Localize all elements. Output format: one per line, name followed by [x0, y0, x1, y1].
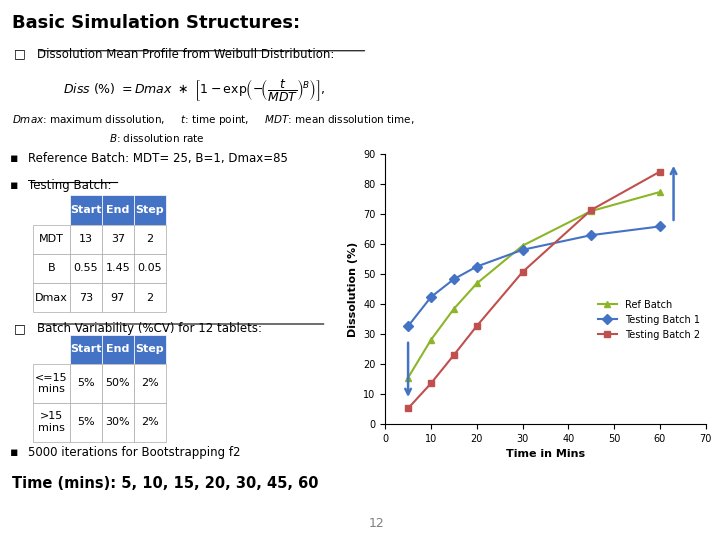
- Text: Time (mins): 5, 10, 15, 20, 30, 45, 60: Time (mins): 5, 10, 15, 20, 30, 45, 60: [12, 476, 318, 491]
- Testing Batch 2: [404, 405, 413, 411]
- Bar: [134, 335, 166, 364]
- Text: 2: 2: [146, 234, 153, 244]
- Text: Batch Variability (%CV) for 12 tablets:: Batch Variability (%CV) for 12 tablets:: [37, 322, 262, 335]
- Bar: [70, 254, 102, 283]
- X-axis label: Time in Mins: Time in Mins: [506, 449, 585, 459]
- Text: Start: Start: [70, 345, 102, 354]
- Bar: [102, 283, 134, 312]
- Bar: [102, 225, 134, 254]
- Testing Batch 1: [449, 276, 458, 282]
- Bar: [70, 403, 102, 442]
- Text: Step: Step: [135, 345, 164, 354]
- Line: Ref Batch: Ref Batch: [405, 188, 663, 381]
- Bar: [134, 254, 166, 283]
- Text: 5000 iterations for Bootstrapping f2: 5000 iterations for Bootstrapping f2: [28, 446, 240, 459]
- Bar: [102, 254, 134, 283]
- Text: ▪: ▪: [10, 179, 18, 192]
- Ref Batch: [404, 374, 413, 381]
- Bar: [70, 283, 102, 312]
- Bar: [33, 335, 70, 364]
- Text: Dissolution Mean Profile from Weibull Distribution:: Dissolution Mean Profile from Weibull Di…: [37, 48, 334, 60]
- Bar: [33, 195, 70, 225]
- Bar: [33, 364, 70, 403]
- Testing Batch 2: [427, 380, 436, 387]
- Bar: [70, 225, 102, 254]
- Text: ▪: ▪: [10, 446, 18, 459]
- Bar: [102, 403, 134, 442]
- Text: □: □: [14, 48, 25, 60]
- Text: $\mathit{Dmax}$: maximum dissolution,     $\mathit{t}$: time point,     $\mathit: $\mathit{Dmax}$: maximum dissolution, $\…: [12, 113, 414, 127]
- Bar: [102, 364, 134, 403]
- Bar: [134, 195, 166, 225]
- Testing Batch 1: [404, 323, 413, 329]
- Text: $\mathit{B}$: dissolution rate: $\mathit{B}$: dissolution rate: [109, 132, 204, 144]
- Text: 0.05: 0.05: [138, 264, 162, 273]
- Text: $\mathit{Diss}$ (%) $= \mathit{Dmax}\ \ast\ \left[1 - \exp\!\left(-\!\left(\dfra: $\mathit{Diss}$ (%) $= \mathit{Dmax}\ \a…: [63, 77, 325, 103]
- Testing Batch 2: [518, 269, 527, 275]
- Text: 13: 13: [79, 234, 93, 244]
- Testing Batch 1: [518, 247, 527, 253]
- Bar: [70, 195, 102, 225]
- Text: B: B: [48, 264, 55, 273]
- Bar: [70, 335, 102, 364]
- Text: 0.55: 0.55: [73, 264, 98, 273]
- Testing Batch 1: [472, 264, 481, 270]
- Text: 97: 97: [111, 293, 125, 302]
- Ref Batch: [655, 189, 664, 195]
- Testing Batch 1: [655, 223, 664, 230]
- Text: End: End: [106, 345, 130, 354]
- Testing Batch 1: [427, 294, 436, 300]
- Testing Batch 2: [587, 207, 595, 213]
- Bar: [33, 283, 70, 312]
- Text: 12: 12: [369, 517, 385, 530]
- Testing Batch 2: [655, 168, 664, 175]
- Legend: Ref Batch, Testing Batch 1, Testing Batch 2: Ref Batch, Testing Batch 1, Testing Batc…: [594, 296, 704, 343]
- Text: 1.45: 1.45: [105, 264, 130, 273]
- Text: <=15
mins: <=15 mins: [35, 373, 68, 394]
- Text: Start: Start: [70, 205, 102, 215]
- Bar: [70, 364, 102, 403]
- Text: 2: 2: [146, 293, 153, 302]
- Text: 73: 73: [79, 293, 93, 302]
- Bar: [134, 403, 166, 442]
- Text: Basic Simulation Structures:: Basic Simulation Structures:: [12, 14, 300, 31]
- Text: End: End: [106, 205, 130, 215]
- Text: >15
mins: >15 mins: [38, 411, 65, 433]
- Ref Batch: [427, 336, 436, 343]
- Bar: [33, 254, 70, 283]
- Line: Testing Batch 2: Testing Batch 2: [405, 168, 663, 412]
- Text: 50%: 50%: [106, 379, 130, 388]
- Line: Testing Batch 1: Testing Batch 1: [405, 223, 663, 329]
- Text: ▪: ▪: [10, 152, 18, 165]
- Bar: [134, 283, 166, 312]
- Text: Step: Step: [135, 205, 164, 215]
- Text: Testing Batch:: Testing Batch:: [28, 179, 112, 192]
- Text: 5%: 5%: [77, 417, 95, 427]
- Text: 30%: 30%: [106, 417, 130, 427]
- Text: 37: 37: [111, 234, 125, 244]
- Ref Batch: [472, 280, 481, 287]
- Ref Batch: [518, 242, 527, 249]
- Y-axis label: Dissolution (%): Dissolution (%): [348, 241, 358, 336]
- Text: 2%: 2%: [141, 379, 158, 388]
- Text: MDT: MDT: [39, 234, 64, 244]
- Testing Batch 2: [472, 323, 481, 329]
- Testing Batch 2: [449, 352, 458, 358]
- Bar: [102, 195, 134, 225]
- Text: □: □: [14, 322, 25, 335]
- Text: Dmax: Dmax: [35, 293, 68, 302]
- Ref Batch: [449, 306, 458, 312]
- Bar: [102, 335, 134, 364]
- Text: 2%: 2%: [141, 417, 158, 427]
- Text: Reference Batch: MDT= 25, B=1, Dmax=85: Reference Batch: MDT= 25, B=1, Dmax=85: [28, 152, 288, 165]
- Text: 5%: 5%: [77, 379, 95, 388]
- Bar: [134, 225, 166, 254]
- Ref Batch: [587, 208, 595, 214]
- Bar: [33, 225, 70, 254]
- Bar: [134, 364, 166, 403]
- Testing Batch 1: [587, 232, 595, 238]
- Bar: [33, 403, 70, 442]
